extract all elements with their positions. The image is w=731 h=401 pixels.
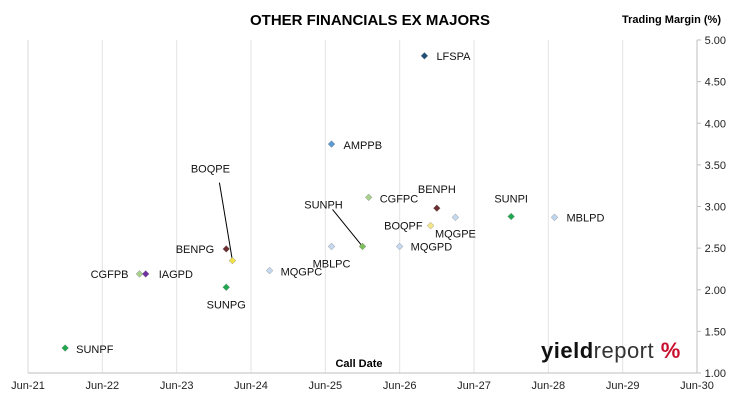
y-tick-label: 4.00 bbox=[705, 118, 726, 130]
x-tick-label: Jun-25 bbox=[309, 380, 343, 392]
x-tick-label: Jun-26 bbox=[383, 380, 417, 392]
point-mblpd bbox=[550, 213, 559, 222]
x-tick-label: Jun-29 bbox=[606, 380, 640, 392]
x-tick-label: Jun-27 bbox=[457, 380, 491, 392]
label-sunpi: SUNPI bbox=[494, 193, 528, 205]
label-cgfpb: CGFPB bbox=[91, 269, 129, 281]
point-mqgpc bbox=[265, 266, 274, 275]
label-boqpf: BOQPF bbox=[384, 221, 423, 233]
point-boqpf bbox=[426, 221, 435, 230]
leader-line bbox=[332, 209, 363, 247]
point-lfspa bbox=[420, 52, 429, 60]
y-tick-label: 1.50 bbox=[705, 326, 726, 338]
y-tick-label: 3.00 bbox=[705, 202, 726, 214]
point-sunpf bbox=[61, 344, 69, 352]
label-mblpd: MBLPD bbox=[567, 212, 605, 224]
label-benpg: BENPG bbox=[176, 244, 215, 256]
label-benph: BENPH bbox=[418, 184, 456, 196]
point-iagpd bbox=[142, 270, 150, 278]
chart-title: OTHER FINANCIALS EX MAJORS bbox=[250, 12, 490, 29]
label-mqgpc: MQGPC bbox=[281, 267, 323, 279]
point-boqpe bbox=[228, 256, 237, 265]
y-axis-title: Trading Margin (%) bbox=[622, 14, 721, 26]
label-amppb: AMPPB bbox=[344, 140, 383, 152]
point-sunpg bbox=[222, 283, 230, 291]
label-cgfpc: CGFPC bbox=[380, 193, 419, 205]
point-cgfpc bbox=[365, 193, 373, 202]
label-sunph: SUNPH bbox=[304, 199, 343, 211]
label-mqgpe: MQGPE bbox=[435, 228, 476, 240]
label-sunpg: SUNPG bbox=[207, 299, 246, 311]
y-tick-label: 2.00 bbox=[705, 285, 726, 297]
label-mqgpd: MQGPD bbox=[411, 241, 453, 253]
point-mblpc bbox=[327, 242, 336, 251]
x-tick-label: Jun-23 bbox=[160, 380, 194, 392]
point-sunpi bbox=[507, 212, 515, 221]
x-tick-labels: Jun-21 Jun-22 Jun-23 Jun-24 Jun-25 Jun-26 Jun-… bbox=[11, 380, 714, 392]
x-axis-title: Call Date bbox=[335, 358, 382, 370]
x-tick-label: Jun-22 bbox=[86, 380, 120, 392]
label-lfspa: LFSPA bbox=[436, 51, 471, 63]
data-points bbox=[61, 52, 559, 352]
x-tick-label: Jun-24 bbox=[234, 380, 268, 392]
leader-line bbox=[218, 182, 233, 261]
vertical-gridlines bbox=[101, 40, 698, 373]
label-iagpd: IAGPD bbox=[159, 269, 193, 281]
y-tick-label: 2.50 bbox=[705, 243, 726, 255]
y-tick-label: 3.50 bbox=[705, 160, 726, 172]
point-benph bbox=[433, 204, 441, 212]
point-sunph bbox=[358, 242, 367, 251]
label-mblpc: MBLPC bbox=[313, 258, 351, 270]
y-tick-label: 5.00 bbox=[705, 35, 726, 47]
x-tick-label: Jun-30 bbox=[680, 380, 714, 392]
x-tick-label: Jun-28 bbox=[532, 380, 566, 392]
point-benpg bbox=[222, 245, 230, 253]
point-mqgpd bbox=[395, 242, 404, 251]
label-boqpe: BOQPE bbox=[191, 164, 230, 176]
yieldreport-logo: yieldreport % bbox=[541, 338, 681, 363]
leader-lines bbox=[218, 182, 363, 261]
point-cgfpb bbox=[135, 270, 144, 278]
point-amppb bbox=[327, 140, 336, 148]
y-tick-label: 4.50 bbox=[705, 77, 726, 89]
point-mqgpe bbox=[451, 213, 460, 222]
y-tick-labels: 1.00 1.50 2.00 2.50 3.00 3.50 4.00 4.50 5.00 bbox=[705, 35, 726, 380]
y-tick-label: 1.00 bbox=[705, 368, 726, 380]
x-tick-label: Jun-21 bbox=[11, 380, 45, 392]
axes bbox=[27, 39, 701, 374]
label-sunpf: SUNPF bbox=[76, 344, 114, 356]
